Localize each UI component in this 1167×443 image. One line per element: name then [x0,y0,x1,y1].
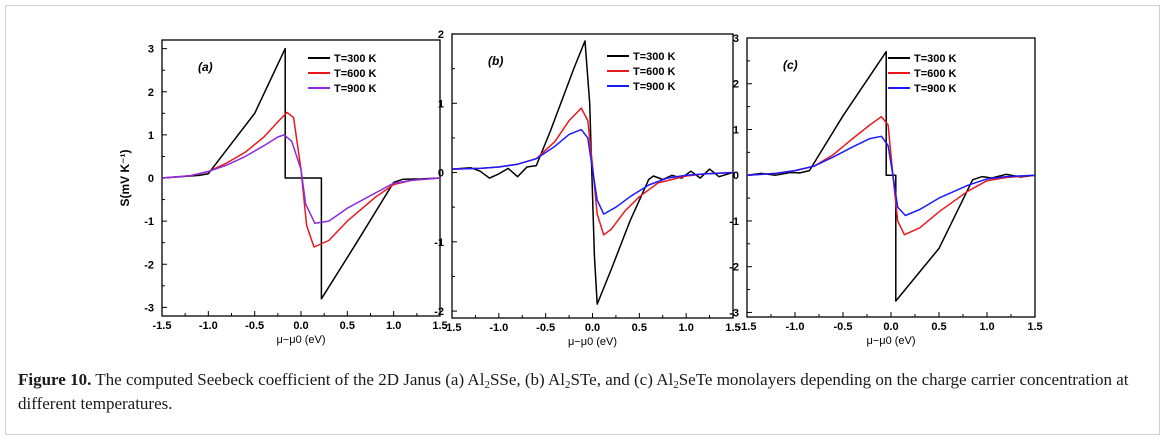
y-tick-label: 1 [438,98,444,110]
legend-label: T=300 K [914,53,957,65]
caption-subscript: 2 [565,379,571,391]
x-tick-label: -1.0 [199,320,218,332]
figure-caption: Figure 10. The computed Seebeck coeffici… [18,368,1143,416]
panel-label: (c) [783,58,798,72]
x-tick-label: -0.5 [536,322,555,334]
y-tick-label: 3 [148,44,154,56]
y-tick-label: 2 [148,87,154,99]
figure-frame [5,5,1160,435]
x-tick-label: -1.0 [489,322,508,334]
y-tick-label: 1 [733,124,739,136]
x-axis-label: μ−μ0 (eV) [866,335,915,347]
y-axis-label: S(mV K⁻¹) [118,149,132,206]
x-tick-label: -1.0 [786,321,805,333]
panel-label: (a) [198,60,213,74]
chart-panel: -1.5 -1.0 -0.5 0.0 0.5 1.0 1.5 -2 -1 0 1 2 μ−μ0 (eV)… [434,29,740,348]
x-tick-label: 0.0 [293,320,308,332]
caption-subscript: 2 [484,379,490,391]
series-line [162,47,440,300]
x-tick-label: 1.0 [679,322,694,334]
y-tick-label: -3 [729,307,739,319]
y-tick-label: 3 [733,33,739,45]
series-line [747,135,1035,217]
y-tick-label: -1 [729,216,739,228]
series-line [452,40,733,305]
x-tick-label: 0.5 [340,320,355,332]
x-tick-label: 1.5 [725,322,740,334]
y-tick-label: -2 [729,262,739,274]
y-tick-label: -2 [144,259,154,271]
x-axis-label: μ−μ0 (eV) [276,334,325,346]
legend-label: T=300 K [334,53,377,65]
x-tick-label: 1.5 [432,320,447,332]
y-tick-label: -1 [434,237,444,249]
y-tick-label: 2 [733,79,739,91]
y-tick-label: 2 [438,29,444,41]
caption-text: STe, and (c) Al [570,370,674,389]
chart-panel: -1.5 -1.0 -0.5 0.0 0.5 1.0 1.5 -3 -2 -1 0 1 2 3 μ−μ0 (… [118,39,448,346]
legend-label: T=300 K [633,51,676,63]
y-tick-label: 0 [148,173,154,185]
x-tick-label: 0.0 [883,321,898,333]
y-tick-label: -3 [144,302,154,314]
x-tick-label: 0.0 [585,322,600,334]
x-tick-label: 0.5 [632,322,647,334]
caption-text: SeTe monolayers depending on the charge … [18,370,1129,413]
caption-subscript: 2 [673,379,679,391]
y-tick-label: 1 [148,130,154,142]
series-line [162,111,440,248]
caption-text: The computed Seebeck coefficient of the … [91,370,485,389]
x-tick-label: 1.0 [386,320,401,332]
x-tick-label: 0.5 [931,321,946,333]
caption-label: Figure 10. [18,370,92,389]
legend-label: T=600 K [334,68,377,80]
series-line [747,50,1035,302]
x-axis-label: μ−μ0 (eV) [568,336,617,348]
legend-label: T=900 K [633,81,676,93]
y-tick-label: -1 [144,216,154,228]
caption-text: SSe, (b) Al [489,370,566,389]
y-tick-label: 0 [733,170,739,182]
x-tick-label: 1.5 [1027,321,1042,333]
x-tick-label: -0.5 [245,320,264,332]
x-tick-label: -1.5 [443,322,462,334]
x-tick-label: 1.0 [979,321,994,333]
series-line [452,128,733,215]
panel-label: (b) [488,54,503,68]
x-tick-label: -0.5 [834,321,853,333]
legend-label: T=900 K [914,83,957,95]
y-tick-label: 0 [438,168,444,180]
legend-label: T=600 K [914,68,957,80]
chart-panel: -1.5 -1.0 -0.5 0.0 0.5 1.0 1.5 -3 -2 -1 0 1 2 3 μ−μ0 (… [729,33,1042,347]
series-line [162,134,440,225]
y-tick-label: -2 [434,306,444,318]
legend-label: T=600 K [633,66,676,78]
x-tick-label: -1.5 [153,320,172,332]
legend-label: T=900 K [334,83,377,95]
x-tick-label: -1.5 [738,321,757,333]
